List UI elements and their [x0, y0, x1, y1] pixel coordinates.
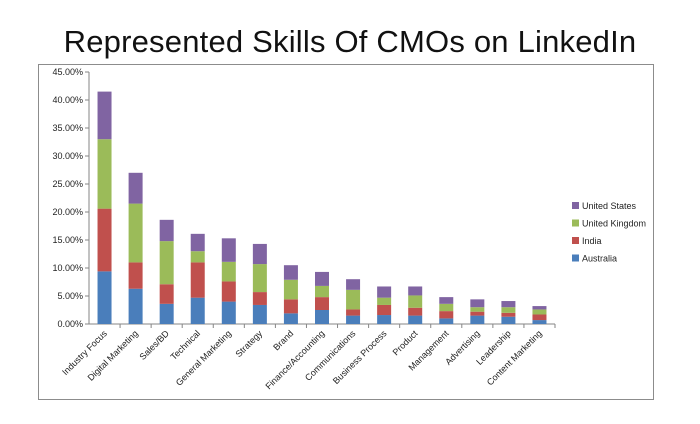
y-tick-label: 5.00%	[57, 291, 83, 301]
bar-segment	[221, 301, 236, 324]
bar-segment	[97, 91, 112, 140]
bar-segment	[283, 299, 298, 314]
legend-swatch	[572, 202, 579, 209]
bar-segment	[221, 238, 236, 262]
bar-segment	[346, 279, 361, 290]
x-tick-label: Finance/Accounting	[263, 328, 326, 391]
y-tick-label: 30.00%	[52, 151, 83, 161]
bar-segment	[97, 208, 112, 272]
x-tick-label: Strategy	[233, 328, 264, 359]
y-tick-label: 15.00%	[52, 235, 83, 245]
bar-segment	[128, 172, 143, 204]
legend-label: United States	[582, 201, 637, 211]
bar-segment	[377, 304, 392, 316]
bar-segment	[315, 310, 329, 324]
bar-segment	[408, 286, 423, 296]
chart-frame	[38, 64, 654, 400]
bar-segment	[439, 311, 454, 319]
y-tick-label: 25.00%	[52, 179, 83, 189]
x-tick-label: Brand	[271, 328, 295, 352]
bar-segment	[128, 288, 143, 324]
legend-label: Australia	[582, 254, 617, 264]
bar-segment	[439, 297, 454, 304]
legend-swatch	[572, 237, 579, 244]
bar-segment	[159, 303, 174, 324]
bar-segment	[159, 219, 174, 242]
bar-segment	[97, 271, 112, 324]
x-tick-label: Sales/BD	[137, 328, 171, 362]
y-tick-label: 35.00%	[52, 123, 83, 133]
legend-swatch	[572, 254, 579, 262]
bar-segment	[346, 309, 361, 316]
bar-segment	[501, 312, 516, 317]
bar-segment	[128, 262, 143, 289]
bar-segment	[377, 315, 392, 324]
bar-segment	[315, 285, 329, 298]
bar-segment	[346, 289, 361, 310]
bar-segment	[283, 265, 298, 280]
x-tick-label: General Marketing	[174, 328, 233, 387]
bar-segment	[252, 304, 267, 324]
bar-segment	[190, 251, 205, 263]
bar-segment	[315, 271, 329, 286]
legend-swatch	[572, 219, 579, 227]
y-tick-label: 40.00%	[52, 95, 83, 105]
bar-segment	[283, 279, 298, 300]
bar-segment	[377, 286, 392, 298]
bar-segment	[190, 297, 205, 324]
x-tick-label: Content Marketing	[485, 328, 544, 387]
bar-segment	[159, 241, 174, 285]
bar-segment	[501, 316, 516, 324]
bar-segment	[346, 315, 361, 324]
bar-segment	[439, 303, 454, 312]
y-tick-label: 10.00%	[52, 263, 83, 273]
y-tick-label: 20.00%	[52, 207, 83, 217]
x-tick-label: Product	[391, 328, 420, 357]
bar-segment	[97, 139, 112, 209]
bar-segment	[408, 295, 423, 308]
bar-segment	[315, 297, 329, 310]
x-tick-label: Business Process	[331, 328, 389, 386]
y-tick-label: 0.00%	[57, 319, 83, 329]
bar-segment	[252, 264, 267, 293]
bar-segment	[408, 315, 423, 324]
bar-segment	[159, 284, 174, 304]
bar-segment	[470, 315, 485, 324]
bar-segment	[470, 307, 485, 312]
chart-title: Represented Skills Of CMOs on LinkedIn	[63, 24, 637, 59]
bar-segment	[190, 262, 205, 298]
bar-segment	[221, 261, 236, 282]
bar-segment	[408, 307, 423, 316]
bar-segment	[532, 314, 547, 321]
bar-segment	[221, 281, 236, 302]
bar-segment	[501, 307, 516, 313]
bar-segment	[532, 309, 547, 315]
bar-segment	[252, 243, 267, 265]
bar-segment	[283, 313, 298, 324]
legend-label: United Kingdom	[582, 219, 646, 229]
bar-segment	[532, 306, 547, 310]
bar-segment	[128, 203, 143, 263]
bar-segment	[190, 233, 205, 252]
bar-segment	[501, 301, 516, 308]
bar-segment	[439, 318, 454, 324]
legend-label: India	[582, 236, 602, 246]
y-tick-label: 45.00%	[52, 67, 83, 77]
bar-segment	[377, 297, 392, 305]
bar-segment	[470, 299, 485, 308]
bar-segment	[532, 320, 547, 324]
bar-segment	[252, 292, 267, 305]
bar-segment	[470, 311, 485, 316]
